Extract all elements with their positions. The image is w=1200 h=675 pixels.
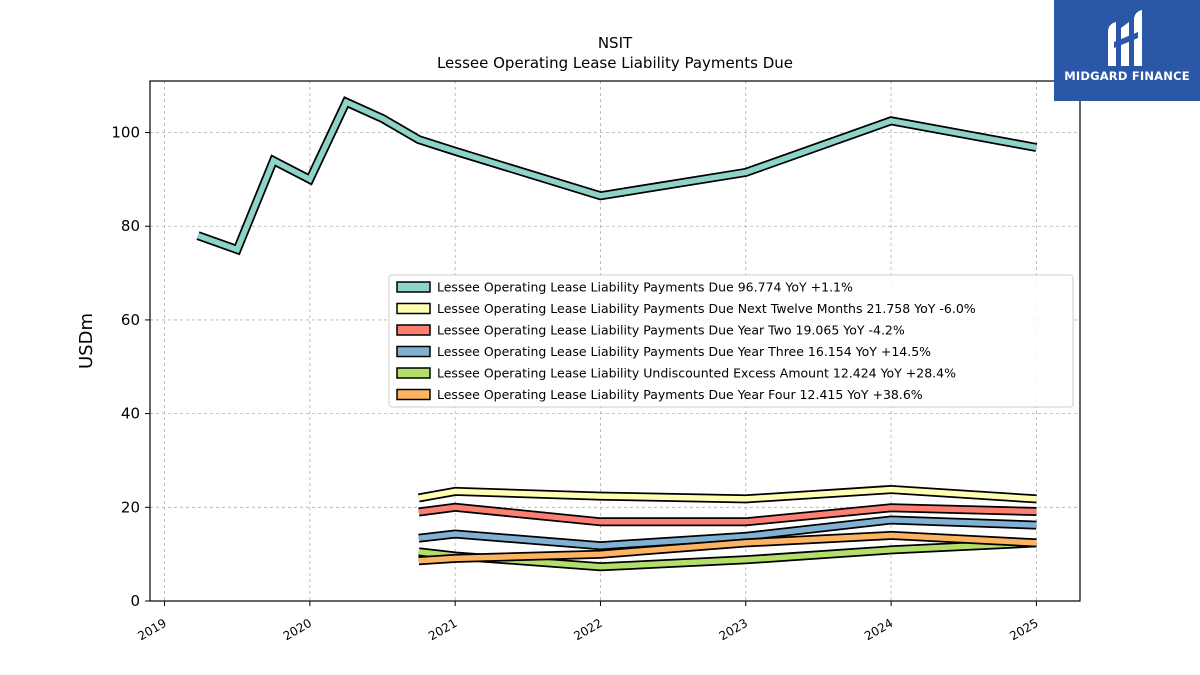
legend-swatch [396, 324, 431, 336]
series-5 [418, 530, 1037, 566]
legend-box [388, 274, 1074, 408]
x-tick-label: 2021 [426, 616, 459, 643]
legend-swatch [396, 281, 431, 293]
plot-frame [149, 80, 1081, 602]
legend-item: Lessee Operating Lease Liability Payment… [396, 301, 976, 316]
series-3 [418, 515, 1037, 551]
y-axis: 0 20 40 60 80 100 [111, 124, 150, 610]
y-tick-label: 80 [121, 217, 140, 235]
legend-item: Lessee Operating Lease Liability Payment… [396, 344, 931, 359]
x-axis: 2019 2020 2021 2022 2023 2024 2025 [135, 601, 1041, 643]
legend-label: Lessee Operating Lease Liability Payment… [437, 323, 905, 338]
legend-item: Lessee Operating Lease Liability Payment… [396, 323, 905, 338]
brand-name: MIDGARD FINANCE [1064, 69, 1190, 83]
y-tick-label: 60 [121, 311, 140, 329]
chart-subtitle: Lessee Operating Lease Liability Payment… [437, 54, 793, 72]
x-tick-label: 2023 [717, 616, 750, 643]
legend-label: Lessee Operating Lease Liability Undisco… [437, 366, 956, 381]
x-tick-label: 2019 [135, 616, 168, 643]
legend-item: Lessee Operating Lease Liability Undisco… [396, 366, 956, 381]
y-tick-label: 40 [121, 405, 140, 423]
legend-label: Lessee Operating Lease Liability Payment… [437, 280, 853, 295]
y-axis-label: USDm [76, 313, 97, 369]
legend-swatch [396, 388, 431, 401]
series-line [197, 98, 1037, 254]
x-tick-label: 2024 [862, 616, 895, 643]
brand-logo: MIDGARD FINANCE [1054, 0, 1200, 101]
legend-item: Lessee Operating Lease Liability Payment… [396, 280, 853, 295]
y-tick-label: 100 [111, 124, 140, 142]
series-2 [418, 502, 1037, 527]
series-line [418, 504, 1037, 525]
y-tick-label: 0 [130, 592, 140, 610]
series-1 [418, 484, 1037, 504]
legend-label: Lessee Operating Lease Liability Payment… [437, 301, 976, 316]
y-tick-label: 20 [121, 498, 140, 516]
legend-item: Lessee Operating Lease Liability Payment… [396, 387, 923, 402]
legend-label: Lessee Operating Lease Liability Payment… [437, 387, 923, 402]
series-line [418, 517, 1037, 549]
legend-swatch [396, 345, 431, 358]
series-layer [196, 96, 1038, 572]
series-line [418, 532, 1037, 564]
legend: Lessee Operating Lease Liability Payment… [388, 274, 1074, 408]
x-tick-label: 2020 [281, 616, 314, 643]
series-0 [196, 96, 1038, 256]
legend-swatch [396, 367, 431, 379]
midgard-logo-icon [1108, 10, 1142, 66]
series-line [418, 486, 1037, 502]
legend-swatch [396, 302, 431, 315]
x-tick-label: 2022 [571, 616, 604, 643]
chart-title: NSIT [598, 34, 633, 52]
x-tick-label: 2025 [1007, 616, 1040, 643]
legend-label: Lessee Operating Lease Liability Payment… [437, 344, 931, 359]
